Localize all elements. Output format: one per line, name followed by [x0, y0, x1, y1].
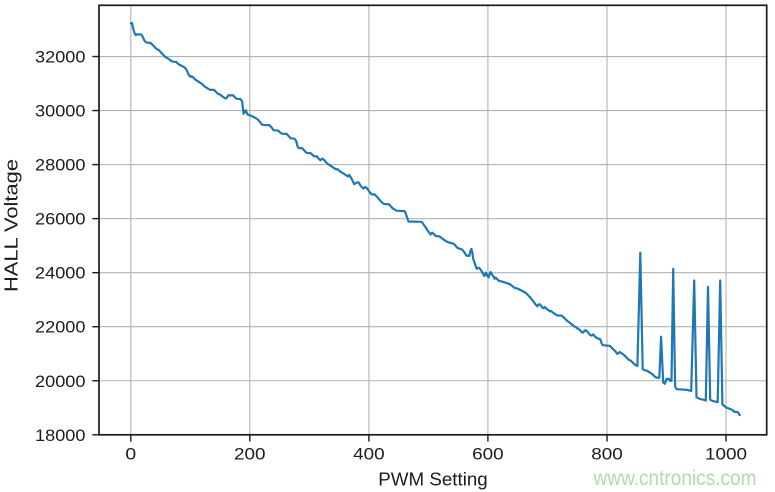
svg-text:600: 600 — [472, 445, 504, 464]
svg-text:0: 0 — [125, 445, 136, 464]
svg-text:32000: 32000 — [35, 48, 86, 67]
svg-text:30000: 30000 — [35, 102, 86, 121]
svg-text:www.cntronics.com: www.cntronics.com — [593, 467, 757, 490]
svg-text:400: 400 — [353, 445, 385, 464]
svg-text:26000: 26000 — [35, 210, 86, 229]
svg-text:24000: 24000 — [35, 264, 86, 283]
svg-text:800: 800 — [591, 445, 623, 464]
svg-text:1000: 1000 — [705, 445, 747, 464]
svg-text:200: 200 — [234, 445, 266, 464]
svg-text:20000: 20000 — [35, 372, 86, 391]
svg-text:HALL Voltage: HALL Voltage — [1, 159, 22, 292]
svg-text:28000: 28000 — [35, 156, 86, 175]
svg-text:22000: 22000 — [35, 318, 86, 337]
svg-text:PWM Setting: PWM Setting — [378, 469, 488, 490]
svg-text:18000: 18000 — [35, 426, 86, 445]
